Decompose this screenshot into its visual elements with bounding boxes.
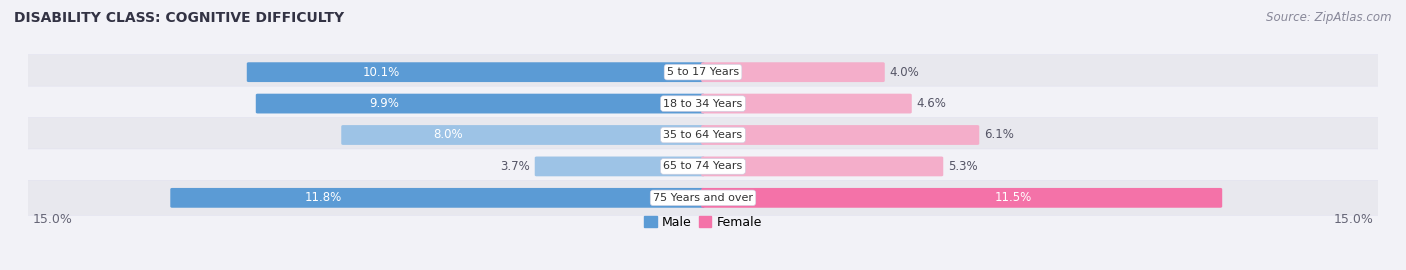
Text: 6.1%: 6.1% <box>984 129 1014 141</box>
Text: 65 to 74 Years: 65 to 74 Years <box>664 161 742 171</box>
Text: 18 to 34 Years: 18 to 34 Years <box>664 99 742 109</box>
FancyBboxPatch shape <box>702 94 911 113</box>
FancyBboxPatch shape <box>702 188 1222 208</box>
Text: 4.6%: 4.6% <box>917 97 946 110</box>
Text: 10.1%: 10.1% <box>363 66 399 79</box>
FancyBboxPatch shape <box>170 188 704 208</box>
Text: 15.0%: 15.0% <box>1333 213 1374 226</box>
Legend: Male, Female: Male, Female <box>644 216 762 229</box>
Text: 9.9%: 9.9% <box>368 97 399 110</box>
Text: 3.7%: 3.7% <box>501 160 530 173</box>
Text: Source: ZipAtlas.com: Source: ZipAtlas.com <box>1267 11 1392 24</box>
FancyBboxPatch shape <box>256 94 704 113</box>
Text: 5 to 17 Years: 5 to 17 Years <box>666 67 740 77</box>
FancyBboxPatch shape <box>534 157 704 176</box>
Text: 8.0%: 8.0% <box>433 129 463 141</box>
FancyBboxPatch shape <box>24 117 1382 153</box>
FancyBboxPatch shape <box>24 86 1382 121</box>
Text: 15.0%: 15.0% <box>32 213 73 226</box>
FancyBboxPatch shape <box>702 125 979 145</box>
Text: 11.5%: 11.5% <box>995 191 1032 204</box>
Text: 5.3%: 5.3% <box>948 160 977 173</box>
FancyBboxPatch shape <box>342 125 704 145</box>
Text: 4.0%: 4.0% <box>890 66 920 79</box>
FancyBboxPatch shape <box>702 62 884 82</box>
FancyBboxPatch shape <box>24 180 1382 215</box>
Text: 75 Years and over: 75 Years and over <box>652 193 754 203</box>
FancyBboxPatch shape <box>24 55 1382 90</box>
Text: DISABILITY CLASS: COGNITIVE DIFFICULTY: DISABILITY CLASS: COGNITIVE DIFFICULTY <box>14 11 344 25</box>
FancyBboxPatch shape <box>24 149 1382 184</box>
Text: 11.8%: 11.8% <box>305 191 342 204</box>
FancyBboxPatch shape <box>702 157 943 176</box>
Text: 35 to 64 Years: 35 to 64 Years <box>664 130 742 140</box>
FancyBboxPatch shape <box>247 62 704 82</box>
